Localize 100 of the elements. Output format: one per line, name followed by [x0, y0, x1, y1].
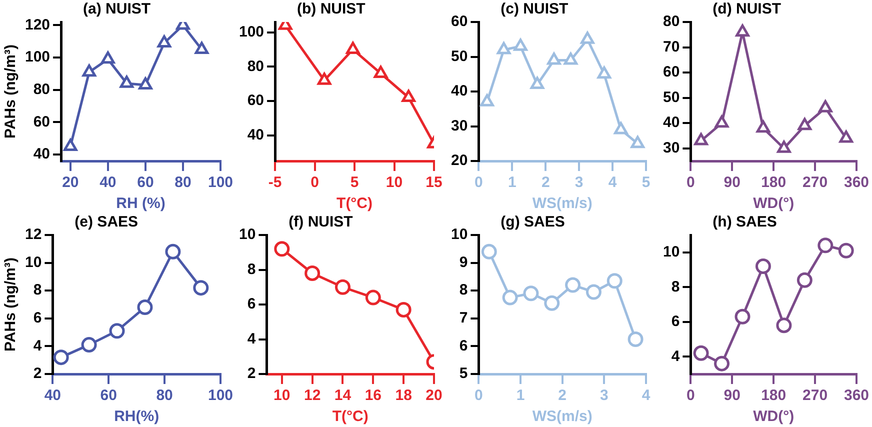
point	[628, 332, 644, 347]
x-axis-title: WD(°)	[753, 408, 794, 426]
point	[597, 66, 612, 79]
point	[64, 138, 78, 151]
point	[734, 308, 750, 324]
y-tick-label: 8	[459, 282, 468, 299]
point	[502, 290, 518, 306]
x-axis-title: T(°C)	[336, 195, 373, 212]
y-tick-label: 2	[247, 365, 256, 382]
point	[530, 76, 544, 90]
point	[481, 244, 497, 260]
point	[544, 295, 560, 311]
x-axis-title: RH (%)	[116, 195, 166, 212]
y-tick-label: 20	[450, 152, 468, 170]
x-tick-label: 12	[304, 387, 321, 404]
y-tick-label: 10	[24, 254, 42, 271]
point	[157, 35, 172, 48]
x-tick-label: 1	[508, 174, 516, 192]
y-tick-label: 80	[662, 13, 680, 30]
y-tick-label: 80	[33, 81, 50, 98]
x-tick-label: 360	[844, 387, 869, 404]
x-axis-title: WS(m/s)	[532, 408, 592, 426]
x-tick-label: 14	[334, 387, 352, 404]
x-tick-label: 80	[174, 174, 192, 192]
point	[165, 244, 181, 260]
y-tick-label: 30	[662, 140, 680, 157]
point	[523, 286, 539, 302]
x-tick-label: 90	[724, 387, 740, 404]
point	[614, 122, 628, 134]
x-tick-label: 0	[474, 387, 483, 404]
x-tick-label: 16	[364, 387, 382, 404]
x-tick-label: 90	[724, 174, 740, 192]
point	[714, 356, 730, 372]
x-tick-label: 60	[137, 174, 154, 192]
y-tick-label: 40	[662, 114, 680, 132]
point	[374, 66, 388, 78]
y-tick-label: 8	[33, 282, 42, 299]
point	[346, 42, 360, 54]
point	[564, 52, 578, 65]
x-tick-label: 10	[386, 174, 403, 192]
point	[586, 284, 602, 300]
point	[274, 241, 290, 257]
x-tick-label: 5	[642, 174, 650, 192]
chart-title: (h) SAES	[712, 214, 777, 231]
point	[304, 265, 320, 281]
y-tick-label: 30	[450, 117, 468, 134]
x-tick-label: 270	[802, 387, 828, 404]
point	[755, 258, 771, 274]
y-tick-label: 60	[247, 92, 264, 110]
point	[120, 76, 134, 88]
point	[839, 130, 854, 143]
y-tick-label: 6	[247, 296, 256, 313]
y-tick-label: 9	[459, 254, 468, 271]
point	[496, 42, 511, 54]
x-tick-label: 180	[761, 174, 786, 192]
point	[101, 51, 115, 64]
y-tick-label: 10	[662, 244, 680, 261]
x-tick-label: 20	[426, 387, 442, 404]
chart-title: (e) SAES	[74, 214, 138, 231]
x-tick-label: 3	[600, 387, 608, 404]
point	[365, 290, 381, 306]
y-tick-label: 12	[24, 226, 42, 244]
y-tick-label: 8	[671, 278, 680, 296]
point	[402, 90, 416, 102]
point	[193, 280, 209, 296]
x-tick-label: 18	[395, 387, 412, 404]
x-tick-label: 180	[761, 387, 786, 404]
point	[514, 38, 528, 51]
point	[480, 94, 494, 106]
x-axis-title: WS(m/s)	[532, 195, 592, 212]
x-tick-label: 2	[541, 174, 550, 192]
x-tick-label: 5	[350, 174, 359, 192]
y-tick-label: 120	[24, 16, 50, 34]
point	[547, 52, 561, 65]
point	[776, 318, 792, 334]
x-tick-label: -5	[268, 174, 282, 192]
y-tick-label: 40	[33, 146, 50, 163]
x-tick-label: 0	[474, 174, 483, 192]
x-tick-label: 20	[62, 174, 79, 192]
point	[53, 350, 69, 366]
y-tick-label: 10	[450, 226, 468, 244]
point	[565, 277, 581, 293]
x-axis-title: WD(°)	[753, 195, 794, 212]
point	[334, 279, 350, 295]
x-tick-label: 270	[802, 174, 828, 192]
point	[396, 302, 412, 318]
x-tick-label: 100	[208, 387, 233, 404]
point	[630, 136, 645, 148]
chart-title: (g) SAES	[500, 214, 565, 231]
x-tick-label: 40	[100, 174, 116, 192]
y-tick-label: 2	[33, 365, 42, 382]
y-tick-label: 60	[33, 113, 50, 130]
point	[796, 272, 812, 288]
y-tick-label: 4	[33, 337, 42, 354]
y-tick-label: 100	[24, 48, 50, 66]
point	[138, 77, 152, 90]
y-axis-title: PAHs (ng/m³)	[2, 44, 20, 138]
y-tick-label: 100	[238, 23, 264, 40]
chart-title: (f) NUIST	[288, 214, 353, 231]
y-tick-label: 5	[459, 365, 468, 382]
